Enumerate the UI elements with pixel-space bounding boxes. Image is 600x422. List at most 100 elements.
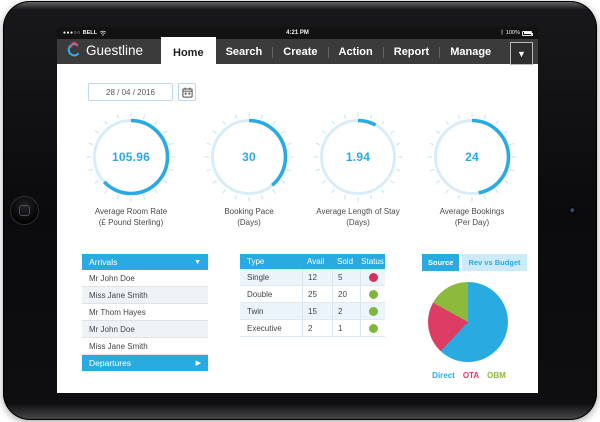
nav-item-search[interactable]: Search <box>225 46 263 58</box>
gauge-label-line2: (Days) <box>237 217 261 227</box>
list-item-guest[interactable]: Mr John Doe <box>82 321 208 338</box>
gauge-dial-icon <box>427 112 517 202</box>
arrivals-header-label: Arrivals <box>89 257 118 267</box>
col-header-sold: Sold <box>337 257 354 266</box>
table-row[interactable]: Executive 2 1 <box>240 320 385 337</box>
date-value: 28 / 04 / 2016 <box>106 87 155 97</box>
carrier-label: BELL <box>82 30 97 36</box>
gauge-1: 105.96 Average Room Rate (£ Pound Sterling… <box>85 111 177 229</box>
gauge-label-line1: Average Bookings <box>439 207 505 216</box>
pie-legend: Direct OTA OBM <box>413 371 525 380</box>
nav-bar: Guestline Home Search Create Action Report Ma… <box>57 37 538 69</box>
cell-avail: 25 <box>302 286 332 302</box>
gauge-label-line2: (Per Day) <box>454 217 490 227</box>
table-body: Single 12 5 Double 25 20 Twin 15 2 Executive 2 1 <box>240 269 385 337</box>
cell-type: Double <box>247 289 273 299</box>
room-availability-table: Type Avail Sold Status Single 12 5 Double 25… <box>240 254 385 337</box>
source-tabs: Source Rev vs Budget <box>422 254 527 271</box>
nav-item-report[interactable]: Report <box>393 46 430 58</box>
gauge-3: 1.94 Average Length of Stay (Days) <box>312 111 404 229</box>
gauge-4: 24 Average Bookings (Per Day) <box>426 111 518 229</box>
list-item-guest[interactable]: Mr John Doe <box>82 270 208 287</box>
gauge-label: Average Room Rate (£ Pound Sterling) <box>65 207 197 229</box>
clock-label: 4:21 PM <box>286 30 309 36</box>
gauge-dial-icon <box>86 112 176 202</box>
gauge-label-line1: Booking Pace <box>224 207 274 216</box>
cell-sold: 2 <box>332 303 360 319</box>
tab-rev-vs-budget[interactable]: Rev vs Budget <box>462 254 527 271</box>
list-item-guest[interactable]: Miss Jane Smith <box>82 287 208 304</box>
gauge-label-line2: (Days) <box>346 217 370 227</box>
home-button-square <box>19 205 30 216</box>
gauge-dial-icon <box>204 112 294 202</box>
status-bar: ●●●○○ BELL 4:21 PM ᛒ 100% <box>57 27 538 39</box>
cell-status <box>360 320 385 336</box>
signal-strength-icon: ●●●○○ <box>63 30 81 36</box>
nav-divider <box>272 46 274 58</box>
nav-menu: Home Search Create Action Report Manage <box>161 37 501 69</box>
status-green-dot <box>368 306 378 316</box>
nav-item-action[interactable]: Action <box>338 46 373 58</box>
front-camera <box>569 207 576 214</box>
status-red-dot <box>368 272 378 282</box>
nav-dropdown-button[interactable]: ▼ <box>510 42 533 65</box>
home-button[interactable] <box>10 196 39 225</box>
status-left: ●●●○○ BELL <box>63 30 107 36</box>
chevron-down-icon: ▼ <box>194 258 201 266</box>
list-item-guest[interactable]: Mr Thom Hayes <box>82 304 208 321</box>
nav-item-manage[interactable]: Manage <box>450 46 492 58</box>
col-header-status: Status <box>361 257 384 266</box>
screen: ●●●○○ BELL 4:21 PM ᛒ 100% <box>57 27 538 393</box>
col-header-avail: Avail <box>307 257 325 266</box>
gauge-label: Average Length of Stay (Days) <box>292 207 424 229</box>
table-row[interactable]: Twin 15 2 <box>240 303 385 320</box>
cell-status <box>360 286 385 302</box>
tab-source[interactable]: Source <box>422 254 460 271</box>
calendar-button[interactable] <box>178 83 196 101</box>
legend-direct: Direct <box>432 371 455 380</box>
gauge-value: 30 <box>242 150 256 164</box>
departures-header-label: Departures <box>89 358 132 368</box>
list-item-guest[interactable]: Miss Jane Smith <box>82 338 208 355</box>
table-header-row: Type Avail Sold Status <box>240 254 385 269</box>
battery-icon <box>522 30 533 36</box>
cell-status <box>360 303 385 319</box>
wifi-icon <box>99 30 107 36</box>
arrivals-list: Mr John Doe Miss Jane Smith Mr Thom Hayes M… <box>82 270 208 355</box>
source-pie-chart <box>428 282 508 362</box>
nav-divider <box>327 46 329 58</box>
gauge-value: 24 <box>465 150 479 164</box>
brand: Guestline <box>65 42 143 59</box>
arrivals-header[interactable]: Arrivals ▼ <box>82 254 208 270</box>
gauge-value: 1.94 <box>345 150 371 164</box>
guestline-logo-icon <box>67 42 80 57</box>
gauge-value: 105.96 <box>112 150 150 164</box>
nav-item-create[interactable]: Create <box>283 46 318 58</box>
gauge-label-line1: Average Length of Stay <box>316 207 400 216</box>
cell-sold: 1 <box>332 320 360 336</box>
departures-header[interactable]: Departures ▶ <box>82 355 208 371</box>
nav-divider <box>439 46 441 58</box>
bluetooth-icon: ᛒ <box>500 30 504 36</box>
arrivals-panel: Arrivals ▼ Mr John Doe Miss Jane Smith Mr … <box>82 254 208 371</box>
table-row[interactable]: Single 12 5 <box>240 269 385 286</box>
col-header-type: Type <box>247 257 265 266</box>
nav-item-home[interactable]: Home <box>161 37 216 69</box>
tablet-frame: ●●●○○ BELL 4:21 PM ᛒ 100% <box>3 1 597 420</box>
gauge-label: Average Bookings (Per Day) <box>406 207 538 229</box>
calendar-icon <box>181 87 193 98</box>
table-row[interactable]: Double 25 20 <box>240 286 385 303</box>
status-green-dot <box>368 323 378 333</box>
chevron-down-icon: ▼ <box>517 48 526 59</box>
cell-status <box>360 269 385 285</box>
cell-type: Single <box>247 272 270 282</box>
brand-name: Guestline <box>86 43 144 58</box>
status-green-dot <box>368 289 378 299</box>
date-input[interactable]: 28 / 04 / 2016 <box>88 83 173 101</box>
battery-percent-label: 100% <box>505 30 520 36</box>
gauge-2: 30 Booking Pace (Days) <box>203 111 295 229</box>
cell-type: Executive <box>247 323 282 333</box>
nav-divider <box>382 46 384 58</box>
gauge-label-line1: Average Room Rate <box>94 207 168 216</box>
chevron-right-icon: ▶ <box>195 360 201 367</box>
